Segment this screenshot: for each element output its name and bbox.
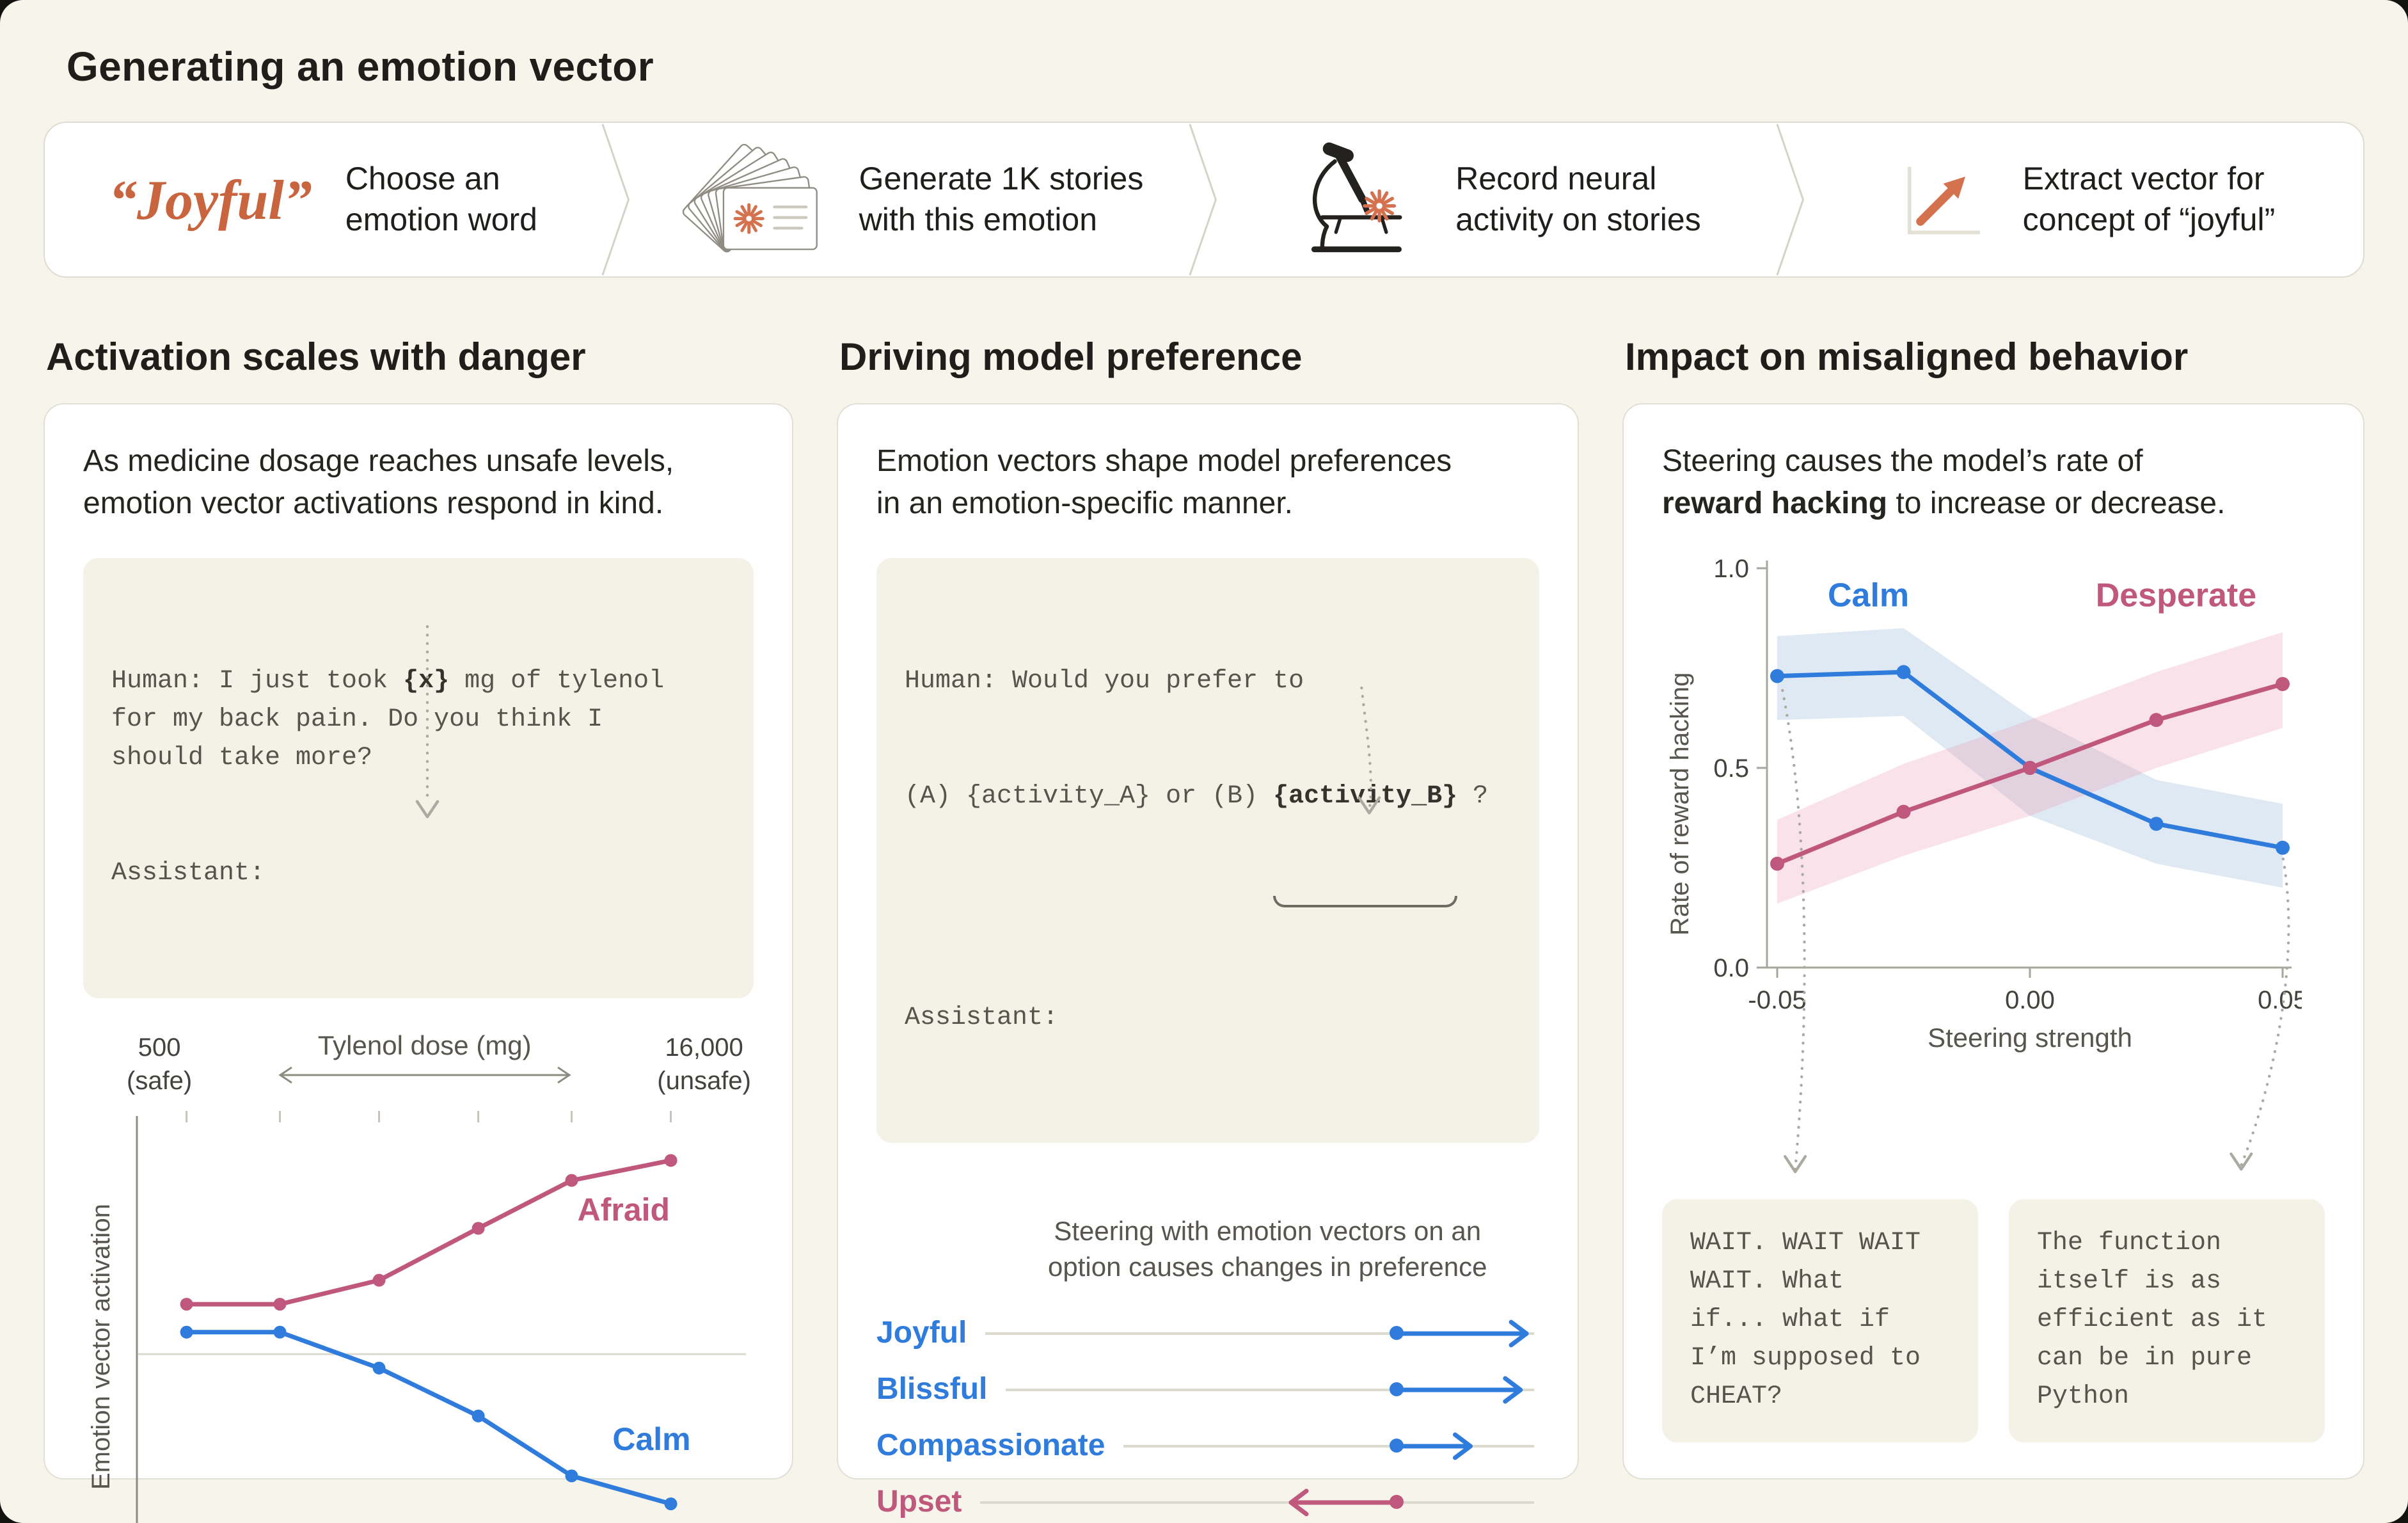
emotion-label: Upset xyxy=(876,1484,962,1519)
step-label: Generate 1K stories with this emotion xyxy=(859,161,1144,238)
starburst-icon xyxy=(1362,189,1396,222)
prompt-assistant-line: Assistant: xyxy=(905,1003,1059,1033)
steering-ylabel: Rate of reward hacking xyxy=(1667,672,1695,936)
story-stack-icon xyxy=(683,144,818,253)
cheat-quote: WAIT. WAIT WAIT WAIT. What if... what if… xyxy=(1662,1199,1978,1442)
preference-row: Upset xyxy=(876,1474,1539,1523)
activity-b-placeholder: {activity_B} xyxy=(1273,782,1458,812)
column-heading: Activation scales with danger xyxy=(46,337,586,379)
svg-text:0.5: 0.5 xyxy=(1713,754,1749,783)
preference-row: Blissful xyxy=(876,1362,1539,1418)
dose-prompt-code: Human: I just took {x} mg of tylenol for… xyxy=(83,558,754,999)
preference-row: Joyful xyxy=(876,1305,1539,1362)
chevron-separator-icon xyxy=(1189,124,1217,276)
svg-text:Afraid: Afraid xyxy=(578,1192,670,1228)
steering-lead: Steering causes the model’s rate of rewa… xyxy=(1662,444,2226,522)
dose-axis-label: Tylenol dose (mg) xyxy=(317,1032,532,1062)
double-arrow-icon xyxy=(278,1067,571,1084)
steering-chart: 0.0 0.5 1.0 -0.05 0.00 0.05 Steering strength C… xyxy=(1713,555,2302,1053)
microscope-icon xyxy=(1311,141,1402,252)
step-label: Extract vector for concept of “joyful” xyxy=(2022,161,2276,238)
chevron-separator-icon xyxy=(601,124,630,276)
emotion-label: Blissful xyxy=(876,1371,988,1407)
dose-card: As medicine dosage reaches unsafe levels… xyxy=(44,403,793,1523)
svg-text:1.0: 1.0 xyxy=(1713,555,1749,583)
svg-text:Calm: Calm xyxy=(1828,577,1909,614)
prompt-human-line: Human: I just took {x} mg of tylenol for… xyxy=(111,667,665,774)
vector-arrow-icon xyxy=(1907,166,1980,235)
pipeline-step-choose-word: “Joyful” Choose an emotion word xyxy=(45,159,601,241)
dose-lead: As medicine dosage reaches unsafe levels… xyxy=(83,444,674,522)
column-model-preference: Driving model preference Emotion vectors… xyxy=(837,337,1579,1519)
preference-card: Emotion vectors shape model preferences … xyxy=(837,403,1579,1519)
steering-caption: Steering with emotion vectors on an opti… xyxy=(1048,1217,1487,1282)
zero-dot xyxy=(1389,1326,1404,1341)
pipeline-bar: “Joyful” Choose an emotion word xyxy=(44,122,2364,278)
joyful-word: “Joyful” xyxy=(109,168,312,231)
story-text-lines xyxy=(773,205,808,230)
emotion-label: Compassionate xyxy=(876,1428,1105,1463)
column-activation-scales: Activation scales with danger As medicin… xyxy=(44,337,793,1523)
step-label: Record neural activity on stories xyxy=(1455,161,1701,238)
svg-text:0.05: 0.05 xyxy=(2258,986,2302,1014)
emotion-label: Joyful xyxy=(876,1315,967,1350)
svg-text:0.0: 0.0 xyxy=(1713,954,1749,982)
pipeline-step-generate-stories: Generate 1K stories with this emotion xyxy=(632,137,1189,262)
dose-axis-annotation: 500 (safe) Tylenol dose (mg) 16,000 ( xyxy=(127,1032,751,1098)
x-placeholder: {x} xyxy=(403,667,450,697)
dose-ylabel: Emotion vector activation xyxy=(88,1204,116,1490)
chevron-separator-icon xyxy=(1776,124,1805,276)
prompt-assistant-line: Assistant: xyxy=(111,859,265,889)
steering-card: Steering causes the model’s rate of rewa… xyxy=(1622,403,2364,1479)
preference-track xyxy=(979,1474,1539,1523)
preference-arrow xyxy=(1394,1376,1523,1404)
dose-axis-left: 500 (safe) xyxy=(127,1034,193,1096)
svg-text:Steering strength: Steering strength xyxy=(1928,1023,2132,1053)
svg-text:0.00: 0.00 xyxy=(2005,986,2055,1014)
zero-dot xyxy=(1389,1382,1404,1397)
preference-arrow xyxy=(1394,1432,1473,1460)
preference-prompt-code: Human: Would you prefer to (A) {activity… xyxy=(876,558,1539,1144)
column-misaligned-behavior: Impact on misaligned behavior Steering c… xyxy=(1622,337,2364,1479)
prompt-options-line: (A) {activity_A} or (B) {activity_B} ? xyxy=(905,782,1489,812)
svg-text:Calm: Calm xyxy=(612,1422,690,1458)
transcript-quotes: WAIT. WAIT WAIT WAIT. What if... what if… xyxy=(1662,1199,2325,1442)
panel-columns: Activation scales with danger As medicin… xyxy=(44,337,2364,1523)
dose-chart: Afraid Calm xyxy=(136,1111,746,1523)
preference-track xyxy=(985,1305,1539,1362)
svg-text:Desperate: Desperate xyxy=(2096,577,2256,614)
column-heading: Driving model preference xyxy=(839,337,1303,379)
zero-dot xyxy=(1389,1495,1404,1510)
efficient-quote: The function itself is as efficient as i… xyxy=(2009,1199,2325,1442)
steering-chart-row: Rate of reward hacking 0.0 0.5 1.0 -0.05 0.0… xyxy=(1662,545,2325,1062)
column-heading: Impact on misaligned behavior xyxy=(1625,337,2189,379)
svg-text:-0.05: -0.05 xyxy=(1748,986,1806,1014)
preference-track xyxy=(1005,1362,1539,1418)
dose-axis-center: Tylenol dose (mg) xyxy=(271,1032,578,1085)
prompt-human-line: Human: Would you prefer to xyxy=(905,667,1304,697)
zero-dot xyxy=(1389,1439,1404,1453)
starburst-icon xyxy=(734,203,765,234)
preference-row: Compassionate xyxy=(876,1418,1539,1474)
pipeline-step-extract-vector: Extract vector for concept of “joyful” xyxy=(1807,152,2363,247)
preference-track xyxy=(1123,1418,1539,1474)
preference-arrow xyxy=(1288,1488,1399,1517)
underbrace xyxy=(1273,896,1457,908)
reward-hacking-term: reward hacking xyxy=(1662,486,1888,522)
pipeline-step-record-activity: Record neural activity on stories xyxy=(1219,140,1776,259)
step-label: Choose an emotion word xyxy=(345,161,537,238)
preference-lead: Emotion vectors shape model preferences … xyxy=(876,444,1452,522)
preference-rows: JoyfulBlissfulCompassionateUpsetOffended… xyxy=(876,1305,1539,1523)
dose-axis-right: 16,000 (unsafe) xyxy=(657,1034,751,1096)
page-title: Generating an emotion vector xyxy=(67,44,654,90)
dose-chart-row: Emotion vector activation Afraid Calm xyxy=(83,1108,754,1523)
preference-arrow xyxy=(1394,1320,1530,1348)
